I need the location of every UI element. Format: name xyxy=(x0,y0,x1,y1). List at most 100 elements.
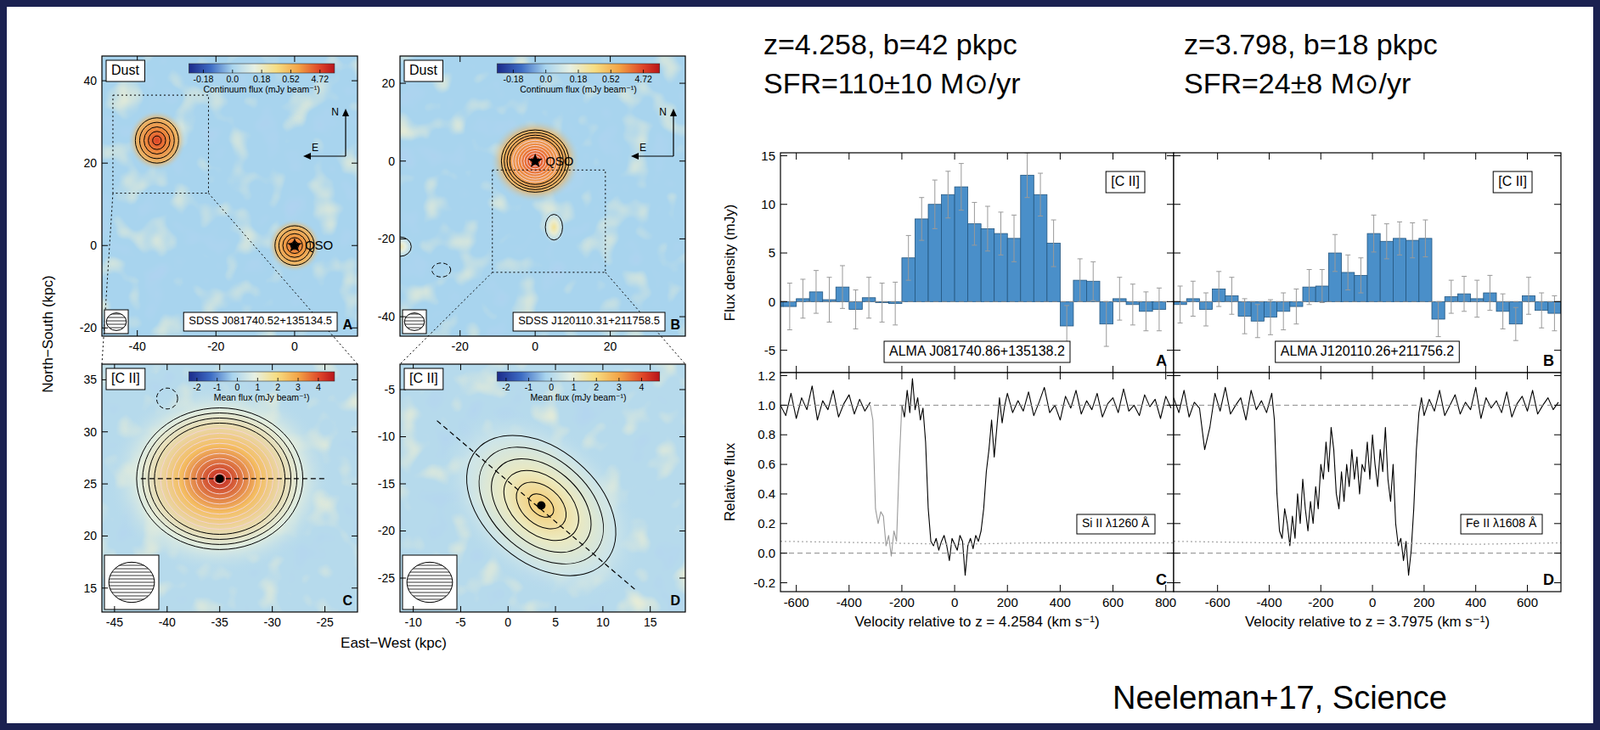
colorbar-tick xyxy=(236,377,238,382)
error-bar xyxy=(879,283,885,323)
x-tick xyxy=(649,364,651,371)
x-tick xyxy=(1526,152,1528,160)
error-bar xyxy=(1332,234,1338,272)
heading: SFR=24±8 M⊙/yr xyxy=(1183,67,1411,100)
error-line xyxy=(1205,292,1207,327)
x-tick xyxy=(555,364,557,371)
error-bar xyxy=(997,212,1003,255)
error-line xyxy=(1158,287,1160,331)
frame xyxy=(780,372,1174,592)
y-tick xyxy=(780,464,788,466)
panel-title: [C II] xyxy=(409,371,439,386)
error-bar xyxy=(1500,293,1506,329)
x-tick xyxy=(901,372,902,380)
panel-caption: SDSS J081740.52+135134.5 xyxy=(188,314,333,327)
y-tick xyxy=(780,375,788,377)
x-tick xyxy=(1423,372,1425,380)
y-tick xyxy=(1554,493,1561,495)
compass-label: N xyxy=(659,106,667,119)
contour xyxy=(178,443,262,514)
error-bar xyxy=(1090,261,1096,301)
colorbar-tick xyxy=(298,377,299,382)
panel-title-box: Fe II λ1608 Å xyxy=(1460,514,1543,535)
colorbar-tick-label: 1 xyxy=(571,382,577,393)
error-cap xyxy=(892,324,898,326)
error-bar xyxy=(1461,276,1467,312)
x-tick xyxy=(1423,585,1425,592)
x-tick xyxy=(1112,152,1114,160)
error-cap xyxy=(997,211,1003,213)
contour xyxy=(148,131,166,150)
colorbar-tick xyxy=(596,377,598,382)
panel-letter: C xyxy=(1155,571,1167,589)
error-cap xyxy=(1280,329,1286,331)
x-tick xyxy=(602,606,603,613)
colorbar-tick xyxy=(551,377,553,382)
error-cap xyxy=(918,197,924,198)
error-cap xyxy=(1090,261,1096,263)
panel-caption-box: ALMA J120110.26+211756.2 xyxy=(1275,341,1460,363)
y-tick-label: 1.0 xyxy=(757,398,776,413)
error-cap xyxy=(985,250,991,252)
error-cap xyxy=(958,163,964,164)
x-tick-label: 600 xyxy=(1516,595,1539,610)
error-line xyxy=(1270,299,1272,335)
error-cap xyxy=(1156,287,1162,289)
reference-line xyxy=(780,301,1174,303)
y-tick xyxy=(1166,493,1174,495)
panel-caption-box: ALMA J081740.86+135138.2 xyxy=(884,341,1071,363)
spectrum-panel: -5051015[C II]ALMA J081740.86+135138.2AF… xyxy=(721,148,1174,373)
error-bar xyxy=(1345,254,1351,290)
colorbar-tick-label: 2 xyxy=(275,382,281,393)
contour xyxy=(490,456,592,556)
y-tick-label: 20 xyxy=(83,156,97,170)
y-tick-label: 15 xyxy=(760,148,776,164)
y-tick xyxy=(101,327,108,329)
y-tick xyxy=(351,327,358,329)
compass-arrow xyxy=(672,112,674,157)
error-cap xyxy=(879,282,885,284)
zoom-line xyxy=(208,193,358,365)
error-cap xyxy=(1190,315,1196,317)
contour xyxy=(523,489,558,523)
y-tick xyxy=(1554,155,1561,157)
axis-title: North−South (kpc) xyxy=(39,275,57,393)
error-line xyxy=(1425,219,1426,258)
error-cap xyxy=(1513,307,1519,309)
x-tick-label: -600 xyxy=(783,595,810,610)
x-tick xyxy=(901,366,902,373)
contour xyxy=(154,422,286,535)
error-cap xyxy=(839,308,846,310)
error-cap xyxy=(1037,173,1043,175)
error-line xyxy=(986,206,988,252)
error-bar xyxy=(826,277,832,323)
colorbar-tick-label: 2 xyxy=(593,382,599,393)
zoom-line xyxy=(101,193,113,365)
y-tick xyxy=(351,484,358,485)
panel-title-box: Dust xyxy=(106,60,145,82)
label-box xyxy=(1460,514,1543,535)
x-tick xyxy=(1268,585,1270,592)
colorbar-tick xyxy=(277,377,279,382)
arrow-head xyxy=(303,152,311,160)
error-cap xyxy=(892,281,898,283)
y-tick xyxy=(351,163,358,164)
contour xyxy=(190,453,250,505)
x-tick xyxy=(507,364,509,371)
error-bar xyxy=(1104,301,1110,347)
error-line xyxy=(1437,301,1439,337)
error-line xyxy=(1179,286,1181,324)
y-tick xyxy=(1173,464,1181,466)
y-tick xyxy=(101,163,108,164)
x-tick xyxy=(166,364,168,371)
colorbar-tick-label: 0.0 xyxy=(539,73,553,85)
y-tick xyxy=(1173,493,1181,495)
error-cap xyxy=(1051,266,1057,268)
error-cap xyxy=(853,289,859,291)
colorbar xyxy=(188,63,335,74)
source xyxy=(542,209,566,245)
y-tick xyxy=(679,436,686,438)
panel-title: [C II] xyxy=(111,371,141,386)
error-cap xyxy=(1500,293,1506,295)
panel-caption-box: SDSS J081740.52+135134.5 xyxy=(183,312,338,332)
